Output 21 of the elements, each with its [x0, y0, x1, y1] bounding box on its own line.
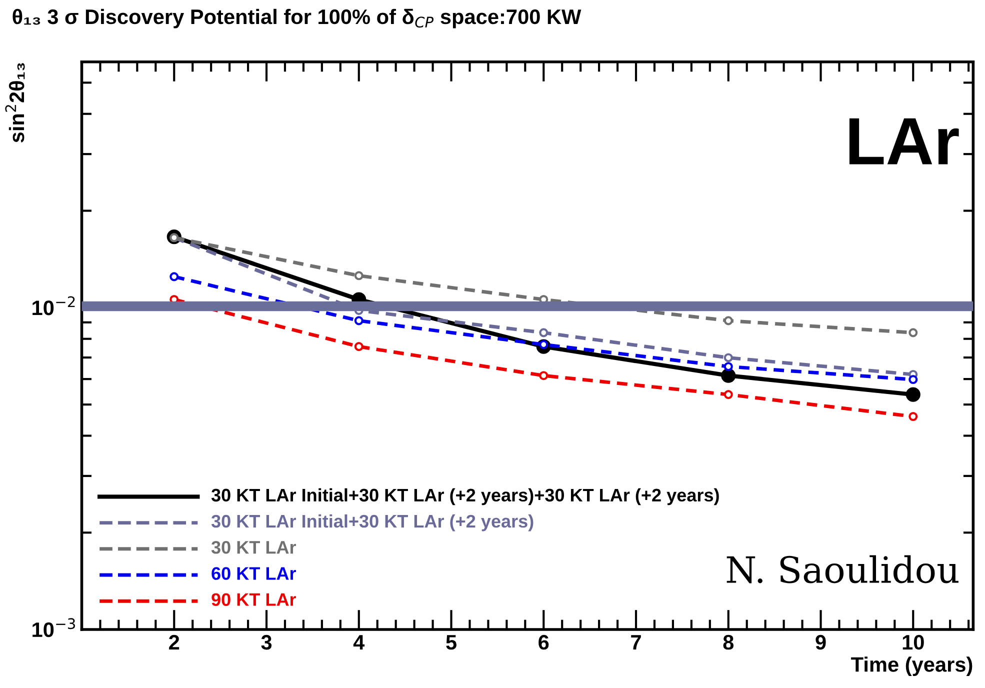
y-axis-title: sin$^{2}$2θ₁₃ [5, 63, 25, 142]
x-tick-label: 6 [538, 634, 549, 650]
y-tick-label: 10$^{−2}$ [32, 296, 75, 316]
annotation: N. Saoulidou [726, 555, 958, 584]
x-tick-label: 7 [631, 635, 641, 650]
text: 30 KT LAr [211, 540, 296, 554]
chart-title: θ₁₃ 3 σ Discovery Potential for 100% of δ$_{CP}$ space:700 KW [12, 8, 582, 28]
x-tick-label: 9 [816, 634, 826, 650]
text: 60 KT LAr [212, 567, 296, 580]
y-tick-label: 10$^{−3}$ [32, 618, 75, 638]
x-tick-label: 10 [902, 634, 924, 650]
x-tick-label: 3 [261, 634, 272, 650]
x-tick-label: 5 [446, 635, 456, 650]
x-tick-label: 2 [169, 634, 180, 650]
annotation: LAr [849, 118, 959, 164]
text: 30 KT LAr Initial+30 KT LAr (+2 years)+30 KT LAr (+2 years) [211, 488, 719, 506]
text: 90 KT LAr [212, 593, 296, 606]
x-axis-title: Time (years) [851, 656, 972, 676]
x-tick-label: 4 [353, 635, 365, 650]
x-tick-label: 8 [723, 634, 734, 650]
text: 30 KT LAr Initial+30 KT LAr (+2 years) [211, 514, 534, 532]
